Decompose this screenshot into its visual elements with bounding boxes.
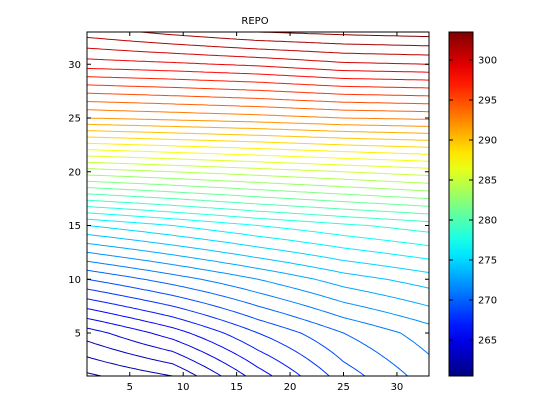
contour-line-263: [86, 340, 198, 377]
y-tick-label: 25: [68, 114, 81, 125]
contour-line-291: [86, 123, 430, 134]
plot-frame: [86, 31, 430, 377]
contour-line-287: [86, 149, 430, 162]
contour-line-275: [86, 225, 430, 273]
contour-line-285: [86, 161, 430, 177]
x-axis: 5 10 15 20 25 30: [127, 32, 404, 393]
contour-line-301: [86, 36, 429, 56]
contour-line-296: [86, 84, 430, 97]
contour-line-261: [86, 372, 102, 377]
y-tick-label: 5: [75, 329, 81, 340]
x-tick-label: 30: [391, 382, 404, 393]
x-tick-label: 25: [337, 382, 350, 393]
colorbar-tick-label: 300: [478, 56, 497, 67]
contour-line-299: [86, 58, 430, 73]
colorbar-tick-label: 280: [478, 216, 497, 227]
x-tick-label: 10: [177, 382, 190, 393]
chart-title: REPO: [241, 16, 268, 27]
contour-line-279: [86, 199, 430, 223]
colorbar-tick-label: 265: [478, 336, 497, 347]
contour-line-276: [86, 218, 430, 260]
contour-line-274: [86, 234, 430, 289]
colorbar-tick-label: 285: [478, 176, 497, 187]
colorbar-tick-label: 275: [478, 256, 497, 267]
contour-line-302: [140, 31, 430, 47]
y-tick-label: 20: [68, 167, 81, 178]
y-tick-label: 10: [68, 275, 81, 286]
colorbar: 265 270 275 280 285 290 295 300: [448, 31, 497, 377]
contour-line-267: [86, 298, 302, 377]
contour-line-280: [86, 193, 430, 215]
contour-line-284: [86, 168, 430, 184]
contour-line-293: [86, 109, 430, 120]
contour-line-283: [86, 174, 430, 192]
contour-line-295: [86, 92, 430, 105]
y-tick-label: 15: [68, 221, 81, 232]
contour-line-281: [86, 187, 430, 207]
contour-line-282: [86, 180, 430, 200]
contour-line-277: [86, 212, 430, 247]
contour-line-290: [86, 130, 430, 141]
contour-line-297: [86, 76, 430, 89]
contour-line-270: [86, 269, 408, 377]
x-tick-label: 15: [230, 382, 243, 393]
contour-line-266: [86, 308, 273, 377]
contour-line-300: [86, 47, 430, 65]
contour-line-286: [86, 155, 430, 169]
contour-line-272: [86, 251, 430, 325]
colorbar-tick-label: 290: [478, 136, 497, 147]
y-tick-label: 30: [68, 60, 81, 71]
colorbar-gradient: [448, 31, 474, 377]
contour-line-273: [86, 242, 430, 307]
x-tick-label: 5: [127, 382, 133, 393]
y-axis: 5 10 15 20 25 30: [68, 60, 429, 340]
colorbar-tick-label: 270: [478, 296, 497, 307]
contour-line-271: [86, 260, 430, 355]
x-tick-label: 20: [284, 382, 297, 393]
colorbar-tick-label: 295: [478, 96, 497, 107]
contour-line-269: [86, 278, 366, 377]
contour-line-298: [86, 67, 430, 81]
contour-line-264: [86, 327, 222, 377]
contour-line-278: [86, 206, 430, 233]
contour-plot: [86, 31, 430, 377]
contour-line-289: [86, 136, 430, 148]
contour-line-265: [86, 317, 247, 377]
contour-line-294: [86, 101, 430, 113]
contour-line-262: [86, 356, 173, 377]
contour-line-268: [86, 288, 330, 377]
contour-line-288: [86, 142, 430, 155]
